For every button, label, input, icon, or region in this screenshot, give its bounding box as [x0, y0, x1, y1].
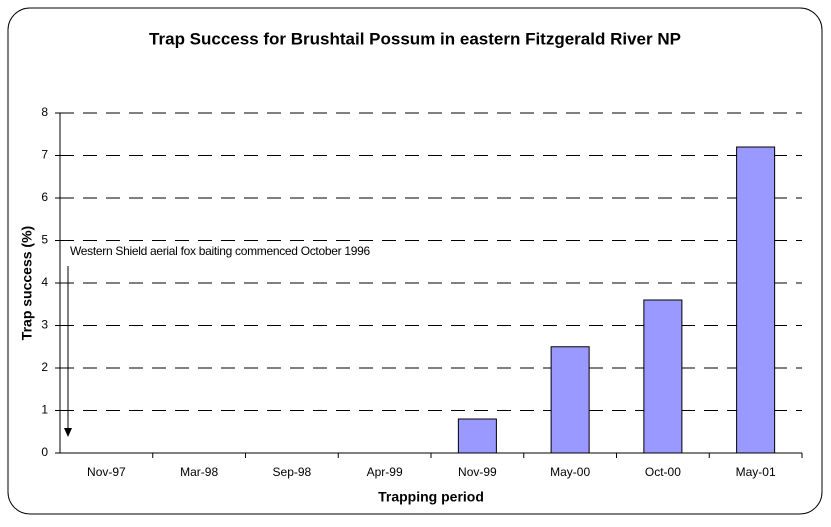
x-tick-label: Apr-99 — [367, 465, 403, 479]
y-tick-label: 2 — [41, 360, 48, 374]
x-tick-label: May-00 — [550, 465, 590, 479]
bar — [457, 418, 497, 454]
chart-frame — [7, 7, 823, 515]
x-tick-label: Mar-98 — [180, 465, 218, 479]
y-tick-label: 4 — [41, 275, 48, 289]
x-axis-label: Trapping period — [378, 489, 484, 505]
bar — [550, 346, 590, 454]
bar — [643, 299, 683, 454]
y-tick-label: 0 — [41, 445, 48, 459]
y-tick-label: 6 — [41, 190, 48, 204]
y-tick-label: 3 — [41, 318, 48, 332]
chart-title: Trap Success for Brushtail Possum in eas… — [149, 29, 681, 48]
y-tick-label: 5 — [41, 233, 48, 247]
x-tick-label: Sep-98 — [273, 465, 312, 479]
y-axis-label: Trap success (%) — [19, 226, 35, 340]
x-tick-label: Oct-00 — [645, 465, 681, 479]
y-tick-label: 8 — [41, 105, 48, 119]
x-tick-label: Nov-97 — [87, 465, 126, 479]
y-tick-label: 1 — [41, 403, 48, 417]
annotation-arrowhead — [64, 428, 72, 437]
x-tick-label: Nov-99 — [458, 465, 497, 479]
x-tick-label: May-01 — [736, 465, 776, 479]
annotation: Western Shield aerial fox baiting commen… — [70, 244, 370, 258]
y-tick-label: 7 — [41, 148, 48, 162]
bar — [736, 146, 776, 454]
